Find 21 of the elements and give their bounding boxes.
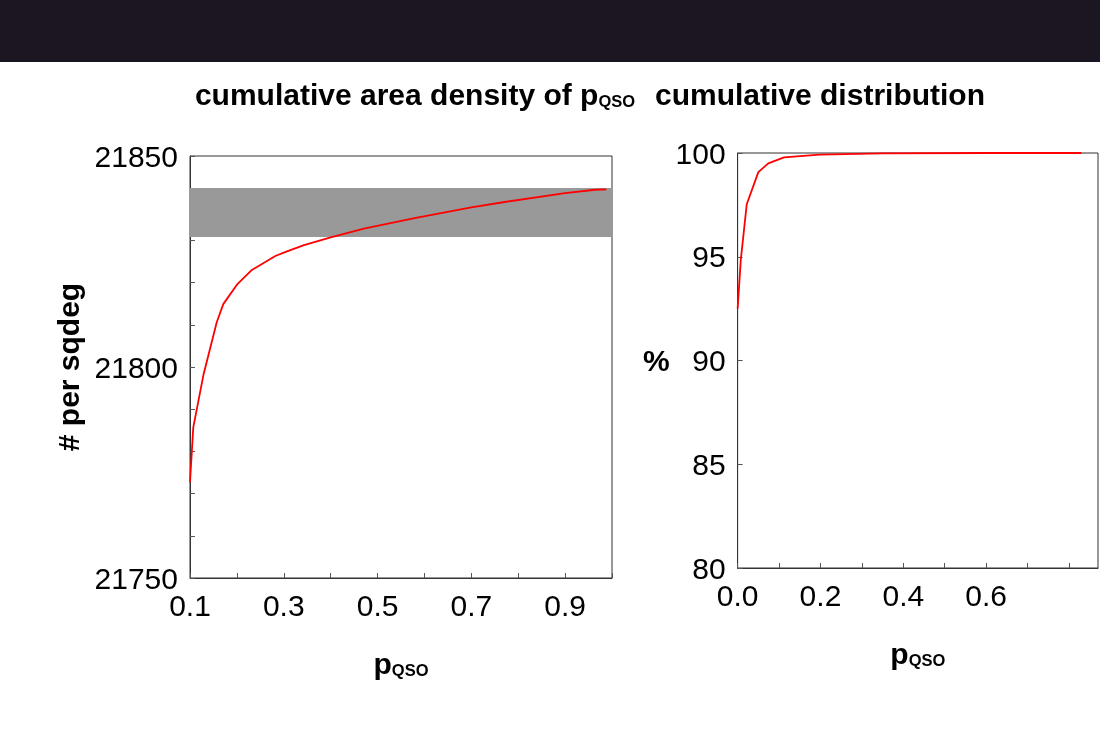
y-axis-title: % <box>642 344 670 377</box>
x-tick-label: 0.2 <box>799 578 842 612</box>
x-tick-label: 0.9 <box>544 588 586 622</box>
y-tick-label: 21850 <box>94 139 178 173</box>
y-axis-title: # per sqdeg <box>52 282 86 452</box>
x-tick-label: 0.6 <box>965 578 1008 612</box>
x-axis-title: pQSO <box>890 636 946 670</box>
chart-title: cumulative distribution <box>654 77 986 111</box>
y-tick-label: 21800 <box>94 350 178 384</box>
y-tick-label: 85 <box>692 447 726 481</box>
line-series <box>736 152 1083 310</box>
x-tick-label: 0.5 <box>356 588 399 622</box>
y-tick-label: 90 <box>692 344 726 377</box>
x-tick-label: 0.3 <box>262 588 305 622</box>
line-series <box>189 188 608 484</box>
x-axis-title: pQSO <box>373 646 429 680</box>
y-tick-label: 95 <box>692 240 726 274</box>
x-tick-label: 0.7 <box>450 588 493 622</box>
x-tick-label: 0.4 <box>882 578 925 612</box>
y-tick-label: 100 <box>675 136 726 170</box>
chart-title: cumulative area density of pQSO <box>194 77 636 111</box>
